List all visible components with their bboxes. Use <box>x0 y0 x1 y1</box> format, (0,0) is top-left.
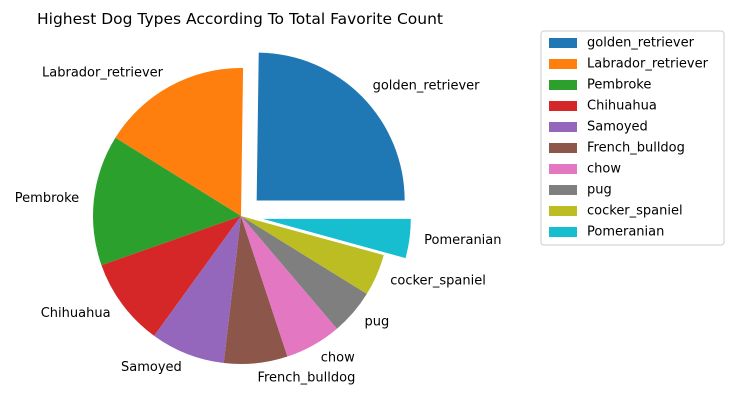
slice-label-golden-retriever: golden_retriever <box>373 79 481 94</box>
pie-slice-pug <box>241 216 367 329</box>
pie-slice-samoyed <box>154 216 241 363</box>
pie-slice-labrador-retriever <box>115 68 244 216</box>
legend-swatch-chihuahua <box>549 101 577 111</box>
slice-label-cocker-spaniel: cocker_spaniel <box>390 274 486 289</box>
pie-slice-cocker-spaniel <box>241 216 384 294</box>
legend-swatch-golden-retriever <box>549 38 577 48</box>
legend-swatch-labrador-retriever <box>549 59 577 69</box>
slice-labels: golden_retriever Labrador_retriever Pembro… <box>15 66 502 386</box>
slice-label-pug: pug <box>364 315 389 330</box>
legend-label-pomeranian: Pomeranian <box>587 225 664 240</box>
legend-label-samoyed: Samoyed <box>587 120 648 135</box>
legend-swatch-pembroke <box>549 80 577 90</box>
legend-swatch-pug <box>549 185 577 195</box>
legend-swatch-samoyed <box>549 122 577 132</box>
slice-label-samoyed: Samoyed <box>121 360 182 375</box>
legend-frame <box>540 30 725 246</box>
legend-label-cocker-spaniel: cocker_spaniel <box>587 204 683 219</box>
pie-slices <box>93 52 411 364</box>
pie-slice-golden-retriever <box>256 52 405 201</box>
pie-slice-pomeranian <box>262 218 411 259</box>
slice-label-chow: chow <box>321 350 355 365</box>
legend-swatch-cocker-spaniel <box>549 206 577 216</box>
chart-title: Highest Dog Types According To Total Fav… <box>37 10 443 28</box>
pie-slice-pembroke <box>93 137 241 266</box>
legend-swatch-french-bulldog <box>549 143 577 153</box>
legend-label-chow: chow <box>587 162 621 177</box>
legend-label-labrador-retriever: Labrador_retriever <box>587 57 709 72</box>
pie-slice-chow <box>241 216 337 357</box>
legend: golden_retriever Labrador_retriever Pembro… <box>540 30 725 246</box>
legend-label-pembroke: Pembroke <box>587 78 651 93</box>
slice-label-labrador-retriever: Labrador_retriever <box>42 66 164 81</box>
legend-swatch-chow <box>549 164 577 174</box>
pie-slice-chihuahua <box>101 216 241 336</box>
slice-label-chihuahua: Chihuahua <box>41 306 111 321</box>
legend-label-pug: pug <box>587 183 612 198</box>
legend-swatch-pomeranian <box>549 227 577 237</box>
legend-label-french-bulldog: French_bulldog <box>587 141 685 156</box>
legend-label-chihuahua: Chihuahua <box>587 99 657 114</box>
pie-slice-french-bulldog <box>223 216 288 364</box>
slice-label-french-bulldog: French_bulldog <box>257 370 355 385</box>
legend-label-golden-retriever: golden_retriever <box>587 36 695 51</box>
slice-label-pomeranian: Pomeranian <box>424 233 501 248</box>
slice-label-pembroke: Pembroke <box>15 191 79 206</box>
